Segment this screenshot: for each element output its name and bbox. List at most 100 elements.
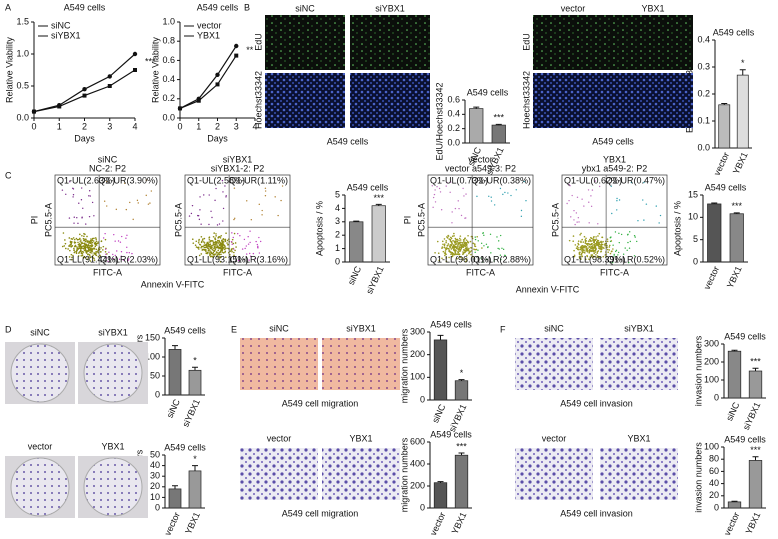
event [113,233,115,236]
event [219,237,222,239]
legend-label: vector [197,20,222,30]
event [210,251,213,253]
event [586,249,589,252]
event [70,243,72,245]
annotation: * [741,58,745,68]
event [453,232,455,235]
event [453,245,455,248]
x-tick-label: siNC [165,397,183,419]
y-tick-label: 0.0 [447,137,460,147]
event [73,249,75,252]
event [208,245,211,248]
event [71,258,73,261]
event [582,241,585,243]
event [221,179,224,182]
error-bar [731,500,738,502]
event [457,249,460,251]
event [83,235,85,238]
micrograph [533,15,613,70]
error-bar [192,465,198,471]
event [472,255,474,258]
event [198,254,201,257]
event [595,244,598,247]
event [455,238,457,241]
event [452,244,455,246]
event [464,237,466,239]
event [120,251,123,253]
y-tick-label: 200 [704,356,719,366]
event [576,221,578,223]
event [211,240,213,242]
event [504,191,506,194]
event [82,251,85,253]
event [460,247,463,250]
event [465,193,467,195]
event [465,260,467,263]
event [457,243,460,245]
event [78,243,81,245]
event [89,195,91,197]
micrograph [322,338,400,390]
event [633,235,636,237]
event [463,249,465,252]
event [252,252,255,255]
x-tick-label: 2 [82,121,87,131]
event [493,204,496,206]
event [577,248,580,251]
event [628,247,631,249]
event [88,254,91,256]
event [233,254,235,257]
event [214,238,217,241]
event [434,189,436,191]
event [457,200,459,202]
error-bar [752,456,759,461]
event [76,217,78,219]
event [579,251,581,254]
axis-name: FITC-A [600,267,629,277]
micrograph [240,448,318,500]
event [208,223,210,226]
x-tick-label: 3 [234,121,239,131]
event [599,245,601,247]
event [235,246,237,248]
event [467,241,470,244]
event [234,217,236,219]
plot-frame [184,174,291,266]
event [281,185,284,187]
event [464,247,467,249]
event [79,239,82,241]
event [468,251,471,254]
quadrant-label: Q1-UR(1.11%) [229,175,288,185]
event [92,256,94,259]
event [572,240,574,242]
event [75,251,78,253]
event [244,247,246,250]
event [85,246,87,249]
event [104,232,106,235]
gate-label: siYBX1-2: P2 [211,163,265,173]
event [219,242,222,244]
panel-label: C [5,170,12,180]
y-axis-label: Relative Viability [4,37,14,103]
legend-label: YBX1 [197,30,220,40]
event [612,244,614,246]
micrograph [515,338,593,390]
event [460,214,463,217]
event [90,243,93,245]
event [114,254,116,257]
event [575,212,578,214]
event [449,246,451,249]
y-tick-label: 20 [709,490,719,500]
event [216,241,219,243]
event [485,243,488,245]
event [573,249,575,252]
event [578,253,581,255]
event [618,241,620,244]
bar [736,74,749,149]
quadrant-label: Q1-LR(2.03%) [100,254,158,264]
x-tick-label: 4 [132,121,137,131]
event [462,242,464,244]
axis-name: PC5.5-A [550,203,560,237]
event [125,237,127,239]
y-tick-label: 0 [693,256,698,266]
